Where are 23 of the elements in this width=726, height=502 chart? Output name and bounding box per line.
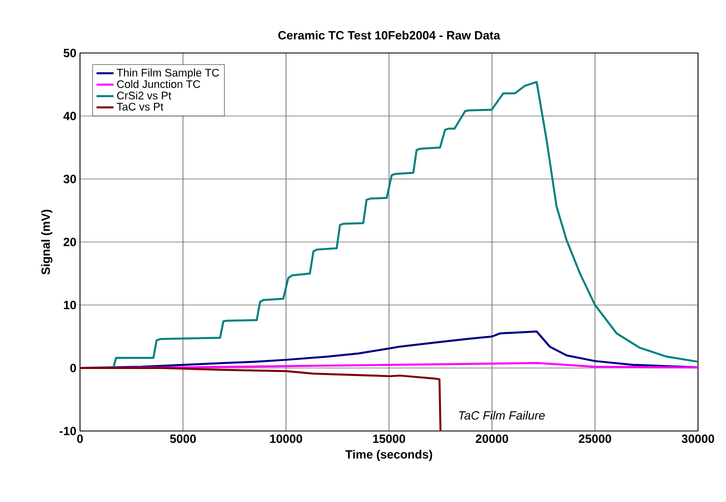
y-tick-label: 30 [63, 174, 76, 184]
x-tick-label: 5000 [170, 434, 196, 443]
y-tick-label: 20 [64, 238, 76, 246]
x-tick-label: 0 [77, 434, 83, 443]
x-tick-label: 25000 [578, 434, 612, 443]
legend-label: Thin Film Sample TC [116, 68, 220, 79]
y-tick-label: 10 [64, 300, 76, 310]
x-tick-label: 15000 [373, 434, 406, 443]
legend-label: Cold Junction TC [117, 80, 200, 88]
y-tick-label: 50 [64, 48, 76, 58]
x-axis-title: Time (seconds) [345, 450, 432, 461]
y-tick-label: 40 [63, 112, 76, 120]
y-tick-label: -10 [60, 426, 76, 436]
legend-label: TaC vs Pt [116, 102, 164, 111]
annotation: TaC Film Failure [459, 410, 545, 420]
legend-label: CrSi2 vs Pt [117, 91, 172, 100]
line-series [80, 367, 442, 431]
x-tick-label: 10000 [270, 434, 302, 443]
chart-title: Ceramic TC Test 10Feb2004 - Raw Data [278, 30, 500, 40]
x-tick-label: 30000 [682, 434, 714, 444]
y-axis-title: Signal (mV) [41, 210, 52, 275]
y-tick-label: 0 [70, 364, 76, 372]
x-tick-label: 20000 [476, 434, 508, 443]
